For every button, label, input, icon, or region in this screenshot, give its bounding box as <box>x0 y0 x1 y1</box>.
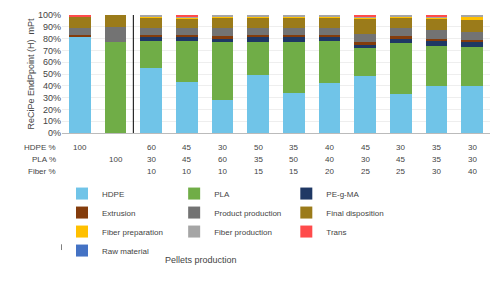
svg-text:15: 15 <box>289 167 298 176</box>
svg-text:10: 10 <box>218 167 227 176</box>
svg-text:Product production: Product production <box>214 209 281 218</box>
svg-text:15: 15 <box>254 167 263 176</box>
svg-text:25: 25 <box>361 167 370 176</box>
svg-text:30: 30 <box>468 155 477 164</box>
svg-text:45: 45 <box>182 155 191 164</box>
svg-text:30: 30 <box>361 155 370 164</box>
svg-text:HDPE: HDPE <box>102 190 124 199</box>
svg-text:Trans: Trans <box>326 228 346 237</box>
svg-text:Extrusion: Extrusion <box>102 209 135 218</box>
svg-text:PLA %: PLA % <box>32 155 56 164</box>
svg-text:40: 40 <box>468 167 477 176</box>
svg-text:25: 25 <box>396 167 405 176</box>
svg-text:Fiber production: Fiber production <box>214 228 272 237</box>
svg-text:45: 45 <box>361 143 370 152</box>
svg-text:30%: 30% <box>43 93 61 103</box>
svg-text:60: 60 <box>147 143 156 152</box>
svg-text:10: 10 <box>147 167 156 176</box>
svg-text:30: 30 <box>396 143 405 152</box>
svg-text:Pellets production: Pellets production <box>165 255 237 265</box>
svg-text:80%: 80% <box>43 34 61 44</box>
svg-text:Fiber %: Fiber % <box>28 167 56 176</box>
svg-text:100: 100 <box>109 155 123 164</box>
svg-text:Fiber preparation: Fiber preparation <box>102 228 163 237</box>
svg-text:50: 50 <box>254 143 263 152</box>
svg-text:30: 30 <box>432 167 441 176</box>
svg-text:60: 60 <box>218 155 227 164</box>
svg-text:PLA: PLA <box>214 190 230 199</box>
svg-text:35: 35 <box>254 155 263 164</box>
svg-text:Final disposition: Final disposition <box>326 209 383 218</box>
svg-text:100: 100 <box>73 143 87 152</box>
svg-text:50: 50 <box>289 155 298 164</box>
svg-text:PE-g-MA: PE-g-MA <box>326 190 359 199</box>
svg-text:20: 20 <box>325 167 334 176</box>
svg-text:35: 35 <box>432 155 441 164</box>
svg-text:45: 45 <box>182 143 191 152</box>
svg-text:40%: 40% <box>43 81 61 91</box>
svg-text:Raw material: Raw material <box>102 247 149 256</box>
svg-text:45: 45 <box>396 155 405 164</box>
svg-text:10%: 10% <box>43 116 61 126</box>
svg-text:35: 35 <box>432 143 441 152</box>
svg-text:HDPE %: HDPE % <box>24 143 56 152</box>
svg-text:30: 30 <box>147 155 156 164</box>
svg-text:50%: 50% <box>43 69 61 79</box>
svg-text:70%: 70% <box>43 46 61 56</box>
svg-text:20%: 20% <box>43 105 61 115</box>
svg-text:40: 40 <box>325 155 334 164</box>
svg-text:0%: 0% <box>48 128 61 138</box>
svg-text:40: 40 <box>325 143 334 152</box>
svg-text:35: 35 <box>289 143 298 152</box>
svg-text:ReCiPe EndPpoint (H) mPt: ReCiPe EndPpoint (H) mPt <box>26 18 36 130</box>
svg-text:90%: 90% <box>43 22 61 32</box>
svg-text:100%: 100% <box>38 10 61 20</box>
svg-text:60%: 60% <box>43 57 61 67</box>
svg-text:30: 30 <box>218 143 227 152</box>
svg-text:30: 30 <box>468 143 477 152</box>
svg-text:10: 10 <box>182 167 191 176</box>
